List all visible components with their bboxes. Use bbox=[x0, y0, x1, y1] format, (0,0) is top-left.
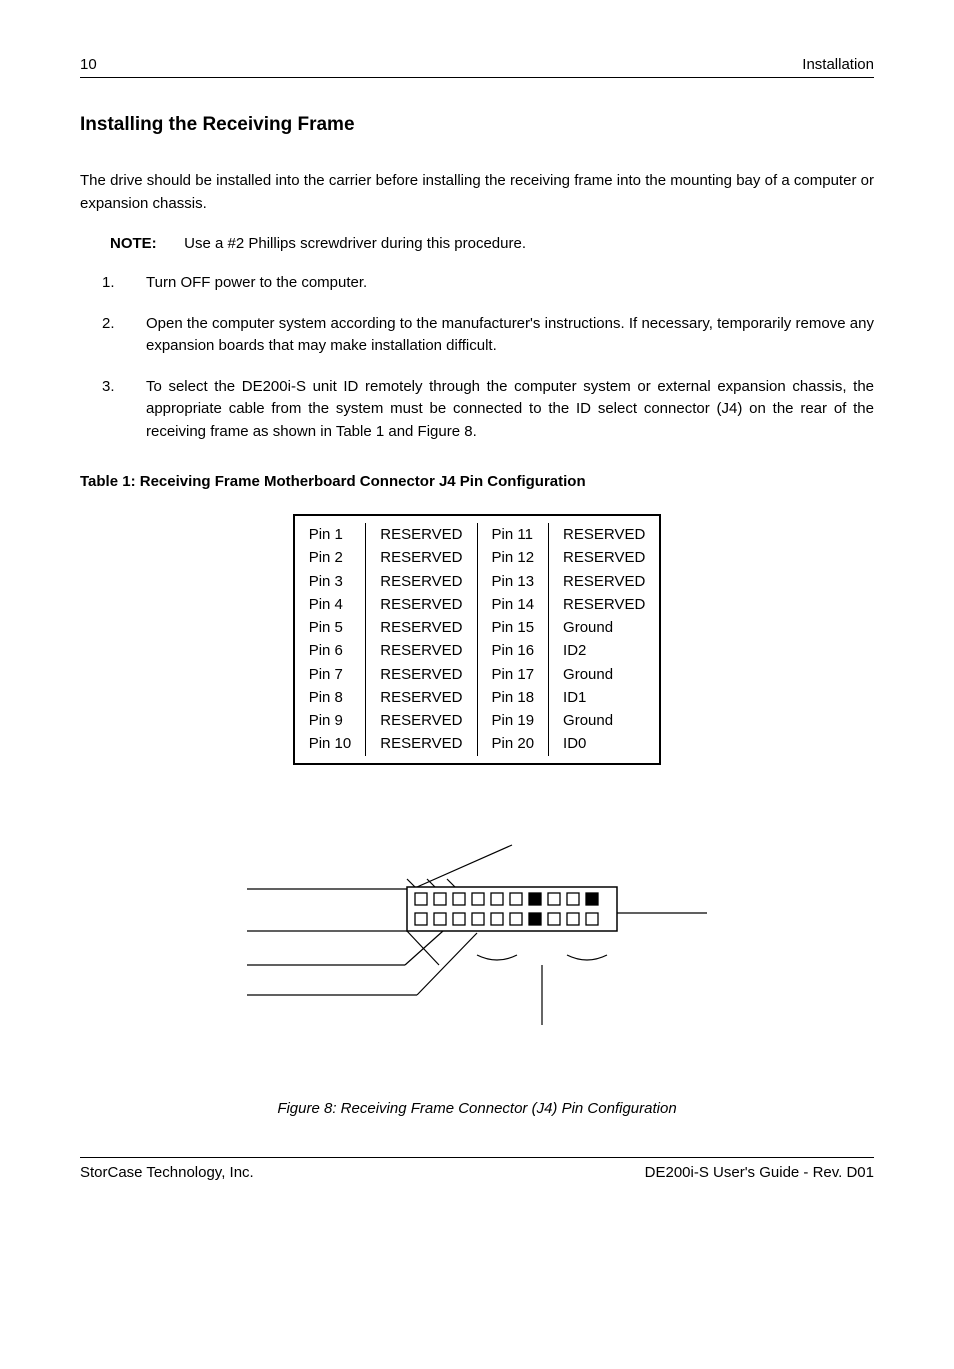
pin-label-cell: Pin 17 bbox=[477, 663, 549, 686]
pin-label-cell: Pin 19 bbox=[477, 709, 549, 732]
table-row: Pin 2RESERVEDPin 12RESERVED bbox=[294, 546, 661, 569]
pin-value-cell: RESERVED bbox=[366, 663, 477, 686]
figure-caption: Figure 8: Receiving Frame Connector (J4)… bbox=[80, 1100, 874, 1117]
step-text: To select the DE200i-S unit ID remotely … bbox=[146, 376, 874, 444]
page-header: 10 Installation bbox=[80, 56, 874, 73]
pin-value-cell: RESERVED bbox=[549, 523, 661, 546]
pin-label-cell: Pin 11 bbox=[477, 523, 549, 546]
pin-value-cell: RESERVED bbox=[366, 546, 477, 569]
pin-value-cell: ID0 bbox=[549, 732, 661, 755]
steps-list: 1.Turn OFF power to the computer.2.Open … bbox=[80, 272, 874, 443]
step-item: 2.Open the computer system according to … bbox=[102, 313, 874, 358]
pin-label-cell: Pin 20 bbox=[477, 732, 549, 755]
step-number: 3. bbox=[102, 376, 146, 444]
pin-value-cell: RESERVED bbox=[366, 570, 477, 593]
page-footer: StorCase Technology, Inc. DE200i-S User'… bbox=[80, 1164, 874, 1181]
header-rule bbox=[80, 77, 874, 78]
pin-label-cell: Pin 14 bbox=[477, 593, 549, 616]
table-row: Pin 8RESERVEDPin 18ID1 bbox=[294, 686, 661, 709]
pin-value-cell: RESERVED bbox=[549, 546, 661, 569]
step-text: Open the computer system according to th… bbox=[146, 313, 874, 358]
step-item: 3.To select the DE200i-S unit ID remotel… bbox=[102, 376, 874, 444]
table-row: Pin 1RESERVEDPin 11RESERVED bbox=[294, 523, 661, 546]
pin-label-cell: Pin 10 bbox=[294, 732, 366, 755]
table-row: Pin 7RESERVEDPin 17Ground bbox=[294, 663, 661, 686]
pin-label-cell: Pin 3 bbox=[294, 570, 366, 593]
pin-label-cell: Pin 4 bbox=[294, 593, 366, 616]
note-text: Use a #2 Phillips screwdriver during thi… bbox=[184, 235, 526, 252]
pin-label-cell: Pin 7 bbox=[294, 663, 366, 686]
step-item: 1.Turn OFF power to the computer. bbox=[102, 272, 874, 295]
pin-value-cell: RESERVED bbox=[366, 686, 477, 709]
pin-value-cell: ID2 bbox=[549, 639, 661, 662]
step-number: 1. bbox=[102, 272, 146, 295]
pin-label-cell: Pin 6 bbox=[294, 639, 366, 662]
figure-wrap bbox=[247, 825, 707, 1050]
note-label: NOTE: bbox=[110, 235, 180, 252]
pin-value-cell: Ground bbox=[549, 663, 661, 686]
pin-value-cell: Ground bbox=[549, 709, 661, 732]
pin-value-cell: RESERVED bbox=[549, 593, 661, 616]
pin-label-cell: Pin 13 bbox=[477, 570, 549, 593]
table-caption: Table 1: Receiving Frame Motherboard Con… bbox=[80, 473, 874, 490]
step-text: Turn OFF power to the computer. bbox=[146, 272, 874, 295]
pin-value-cell: ID1 bbox=[549, 686, 661, 709]
table-row: Pin 5RESERVEDPin 15Ground bbox=[294, 616, 661, 639]
pin-label-cell: Pin 15 bbox=[477, 616, 549, 639]
pin-value-cell: RESERVED bbox=[549, 570, 661, 593]
pin-value-cell: RESERVED bbox=[366, 709, 477, 732]
pin-value-cell: RESERVED bbox=[366, 593, 477, 616]
pin-value-cell: RESERVED bbox=[366, 616, 477, 639]
pin-table: Pin 1RESERVEDPin 11RESERVEDPin 2RESERVED… bbox=[293, 514, 662, 765]
footer-rule bbox=[80, 1157, 874, 1158]
table-row: Pin 9RESERVEDPin 19Ground bbox=[294, 709, 661, 732]
header-section: Installation bbox=[802, 56, 874, 73]
table-row: Pin 6RESERVEDPin 16ID2 bbox=[294, 639, 661, 662]
note-row: NOTE: Use a #2 Phillips screwdriver duri… bbox=[110, 235, 874, 252]
pin-label-cell: Pin 9 bbox=[294, 709, 366, 732]
intro-paragraph: The drive should be installed into the c… bbox=[80, 170, 874, 215]
pin-label-cell: Pin 12 bbox=[477, 546, 549, 569]
pin-label-cell: Pin 16 bbox=[477, 639, 549, 662]
pin-value-cell: Ground bbox=[549, 616, 661, 639]
pin-label-cell: Pin 1 bbox=[294, 523, 366, 546]
footer-right: DE200i-S User's Guide - Rev. D01 bbox=[645, 1164, 874, 1181]
pin-label-cell: Pin 8 bbox=[294, 686, 366, 709]
footer-left: StorCase Technology, Inc. bbox=[80, 1164, 254, 1181]
step-number: 2. bbox=[102, 313, 146, 358]
pin-value-cell: RESERVED bbox=[366, 523, 477, 546]
pin-label-cell: Pin 2 bbox=[294, 546, 366, 569]
pin-value-cell: RESERVED bbox=[366, 732, 477, 755]
pin-value-cell: RESERVED bbox=[366, 639, 477, 662]
table-row: Pin 10RESERVEDPin 20ID0 bbox=[294, 732, 661, 755]
table-row: Pin 3RESERVEDPin 13RESERVED bbox=[294, 570, 661, 593]
pin-label-cell: Pin 5 bbox=[294, 616, 366, 639]
table-row: Pin 4RESERVEDPin 14RESERVED bbox=[294, 593, 661, 616]
section-title: Installing the Receiving Frame bbox=[80, 114, 874, 136]
page-number: 10 bbox=[80, 56, 97, 73]
figure-svg bbox=[247, 825, 707, 1045]
pin-label-cell: Pin 18 bbox=[477, 686, 549, 709]
